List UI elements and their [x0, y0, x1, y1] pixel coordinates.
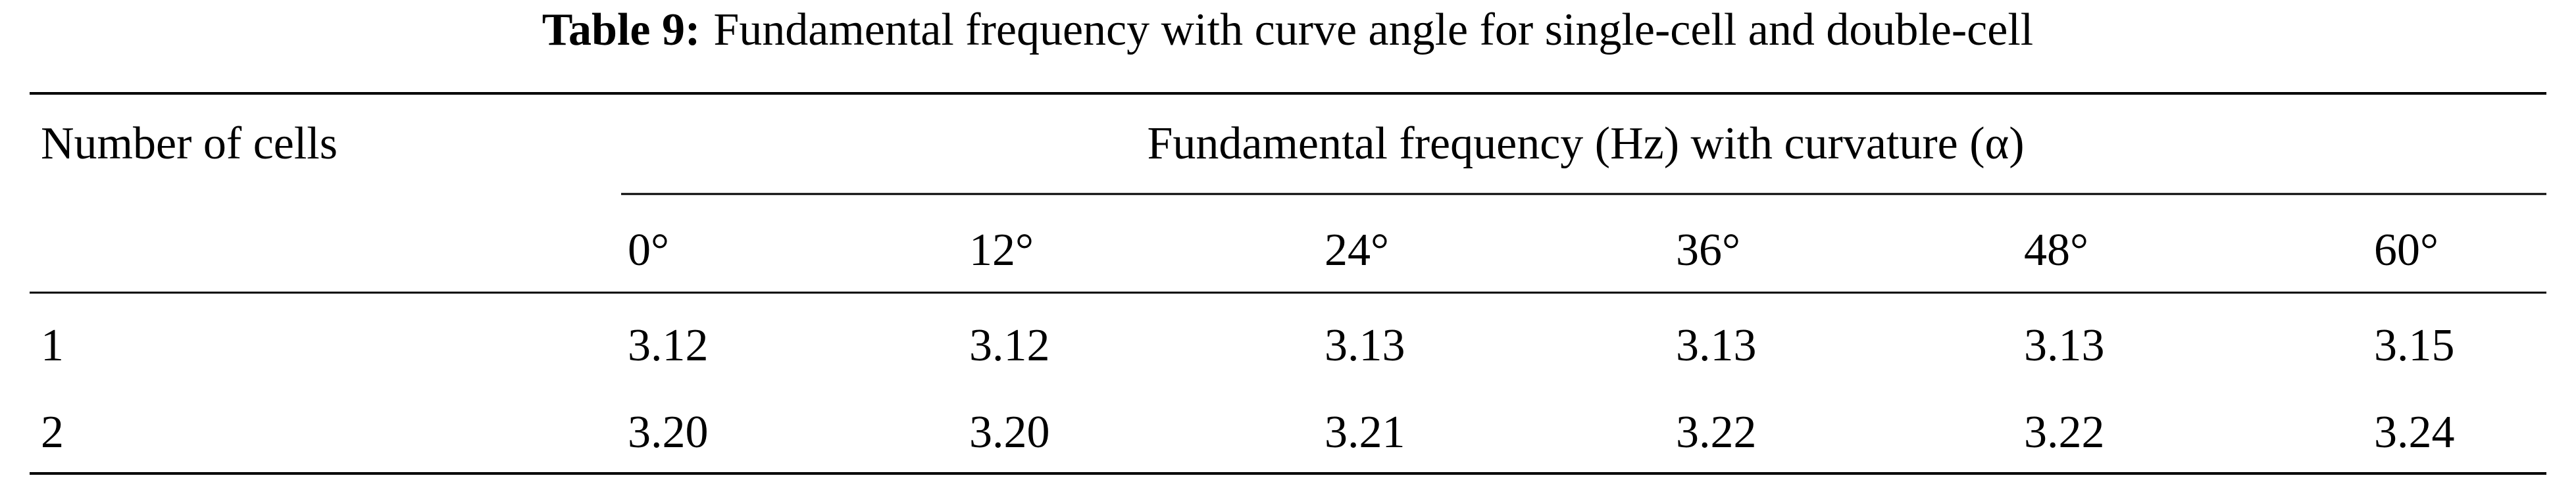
cell: 3.13: [1325, 320, 1405, 371]
row-label: 1: [41, 320, 64, 371]
caption-label: Table 9:: [542, 5, 701, 55]
column-header: 0°: [628, 225, 669, 276]
row-header: Number of cells: [41, 118, 338, 169]
column-header: 60°: [2374, 225, 2438, 276]
cell: 3.12: [969, 320, 1050, 371]
cell: 3.13: [1676, 320, 1757, 371]
column-header: 36°: [1676, 225, 1740, 276]
caption-text: Fundamental frequency with curve angle f…: [713, 5, 2033, 55]
cell: 3.15: [2374, 320, 2455, 371]
cell: 3.24: [2374, 407, 2455, 458]
group-header: Fundamental frequency (Hz) with curvatur…: [1147, 118, 2024, 169]
column-header: 12°: [969, 225, 1034, 276]
cell: 3.21: [1325, 407, 1405, 458]
cell: 3.12: [628, 320, 709, 371]
cell: 3.13: [2024, 320, 2105, 371]
cell: 3.20: [969, 407, 1050, 458]
cell: 3.22: [1676, 407, 1757, 458]
column-header: 24°: [1325, 225, 1389, 276]
cell: 3.20: [628, 407, 709, 458]
column-header: 48°: [2024, 225, 2088, 276]
cell: 3.22: [2024, 407, 2105, 458]
row-label: 2: [41, 407, 64, 458]
caption: Table 9: Fundamental frequency with curve…: [542, 5, 2033, 55]
